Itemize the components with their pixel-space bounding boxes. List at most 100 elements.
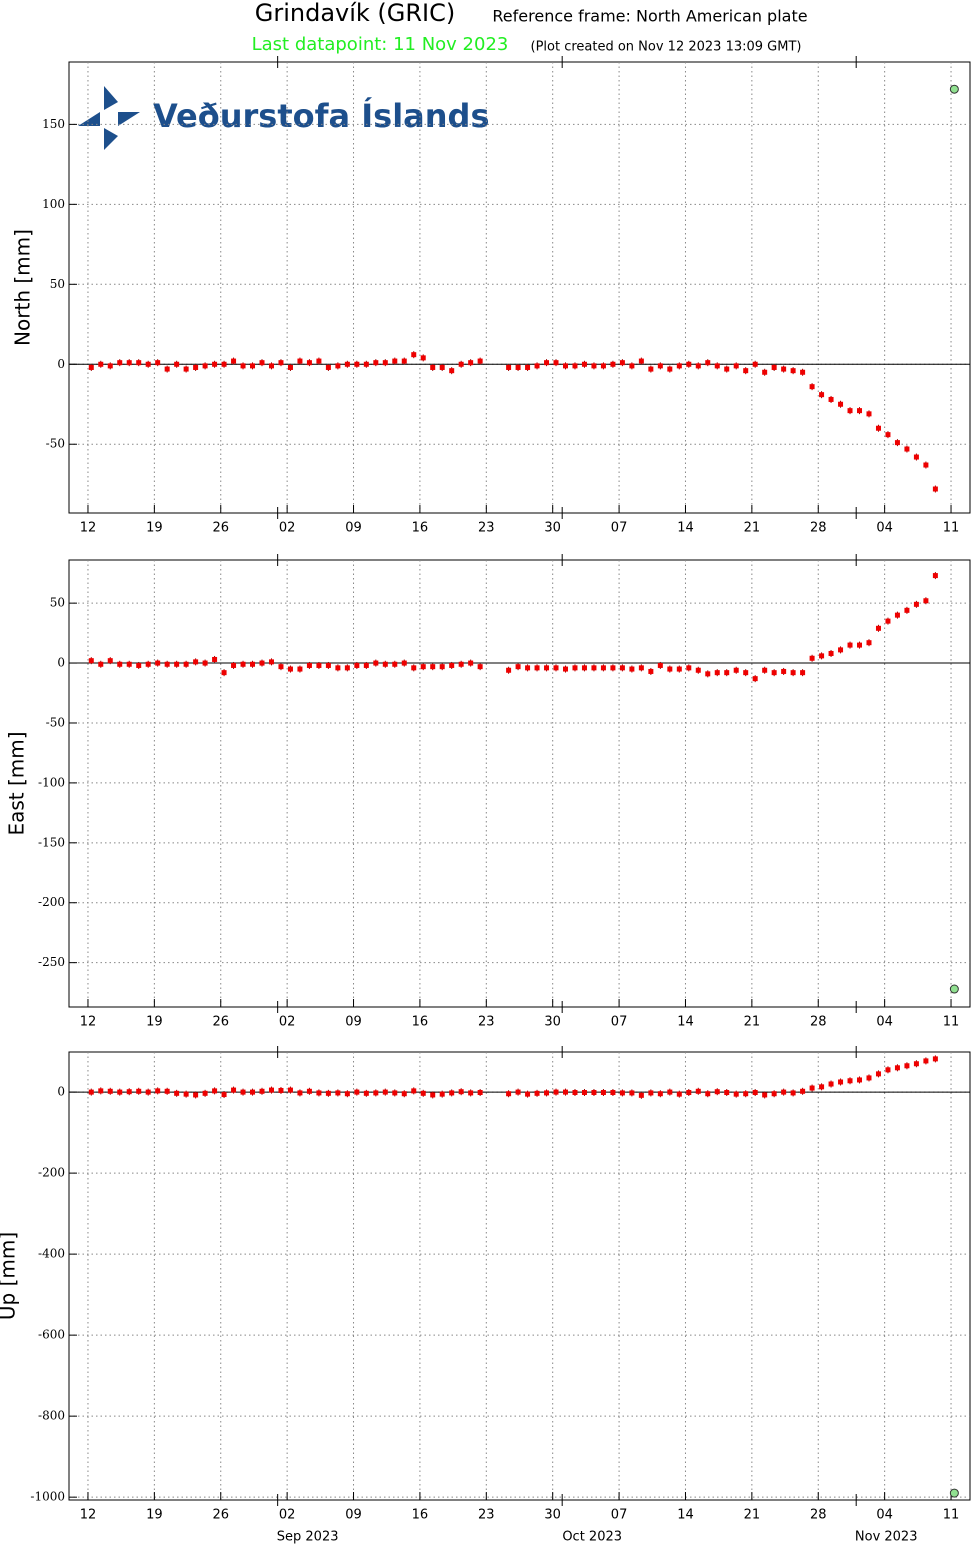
data-point bbox=[705, 360, 711, 366]
data-point bbox=[373, 1090, 379, 1096]
data-point bbox=[534, 665, 540, 671]
data-point bbox=[183, 1091, 189, 1097]
data-point bbox=[193, 364, 199, 370]
x-tick-label: 09 bbox=[345, 1015, 362, 1030]
data-point bbox=[335, 665, 341, 671]
x-tick-label: 19 bbox=[146, 1508, 163, 1523]
data-point bbox=[287, 364, 293, 370]
data-point bbox=[743, 368, 749, 374]
data-point bbox=[458, 1089, 464, 1095]
data-point bbox=[695, 363, 701, 369]
data-point bbox=[174, 661, 180, 667]
data-point bbox=[477, 664, 483, 670]
data-point bbox=[894, 1065, 900, 1071]
data-point bbox=[373, 360, 379, 366]
x-tick-label: 28 bbox=[810, 1508, 827, 1523]
data-point bbox=[781, 366, 787, 372]
data-point bbox=[306, 1088, 312, 1094]
x-tick-label: 30 bbox=[544, 1508, 561, 1523]
data-point bbox=[136, 1088, 142, 1094]
data-point bbox=[581, 361, 587, 367]
data-point bbox=[857, 1077, 863, 1083]
data-point bbox=[562, 363, 568, 369]
x-tick-label: 04 bbox=[876, 1015, 893, 1030]
data-point bbox=[107, 363, 113, 369]
y-tick-label: -200 bbox=[38, 1166, 65, 1180]
x-tick-label: 14 bbox=[677, 1015, 694, 1030]
data-point bbox=[790, 368, 796, 374]
data-point bbox=[752, 361, 758, 367]
data-point bbox=[913, 454, 919, 460]
data-point bbox=[145, 1089, 151, 1095]
y-axis-label: East [mm] bbox=[5, 731, 29, 835]
data-point bbox=[600, 363, 606, 369]
data-point bbox=[354, 662, 360, 668]
data-point bbox=[771, 364, 777, 370]
data-point bbox=[155, 1088, 161, 1094]
data-point bbox=[629, 666, 635, 672]
data-point bbox=[231, 662, 237, 668]
x-tick-label: 23 bbox=[478, 521, 495, 536]
data-point bbox=[790, 1090, 796, 1096]
data-point bbox=[591, 1090, 597, 1096]
data-point bbox=[392, 661, 398, 667]
data-point bbox=[268, 363, 274, 369]
data-point bbox=[411, 665, 417, 671]
y-tick-label: -800 bbox=[38, 1409, 65, 1423]
data-point bbox=[164, 661, 170, 667]
data-point bbox=[866, 640, 872, 646]
data-point bbox=[875, 1071, 881, 1077]
data-point bbox=[430, 1092, 436, 1098]
chart-title: Grindavík (GRIC) bbox=[255, 0, 456, 27]
data-point bbox=[648, 668, 654, 674]
data-point bbox=[894, 440, 900, 446]
data-point bbox=[107, 1088, 113, 1094]
data-point bbox=[306, 662, 312, 668]
x-tick-label: 12 bbox=[80, 1015, 97, 1030]
data-point bbox=[449, 368, 455, 374]
plot-frame bbox=[68, 559, 971, 1008]
x-tick-label: 21 bbox=[744, 521, 761, 536]
data-point bbox=[600, 665, 606, 671]
data-point bbox=[913, 601, 919, 607]
data-point bbox=[515, 364, 521, 370]
data-point bbox=[98, 1088, 104, 1094]
x-tick-label: 19 bbox=[146, 1015, 163, 1030]
data-point bbox=[344, 361, 350, 367]
data-point bbox=[724, 1090, 730, 1096]
x-tick-label: 02 bbox=[279, 521, 296, 536]
x-tick-label: 16 bbox=[412, 521, 429, 536]
y-tick-label: -50 bbox=[46, 437, 65, 451]
data-point bbox=[572, 363, 578, 369]
data-point bbox=[819, 653, 825, 659]
data-point bbox=[164, 366, 170, 372]
data-point bbox=[155, 660, 161, 666]
data-point bbox=[439, 664, 445, 670]
data-point bbox=[117, 360, 123, 366]
data-point bbox=[287, 1087, 293, 1093]
data-point bbox=[420, 664, 426, 670]
data-point bbox=[752, 1090, 758, 1096]
data-point bbox=[762, 369, 768, 375]
data-point bbox=[515, 664, 521, 670]
data-point bbox=[506, 364, 512, 370]
data-point bbox=[562, 666, 568, 672]
data-point bbox=[98, 361, 104, 367]
data-point bbox=[544, 1090, 550, 1096]
data-point bbox=[221, 670, 227, 676]
data-point bbox=[458, 361, 464, 367]
data-point bbox=[875, 625, 881, 631]
data-point bbox=[724, 366, 730, 372]
data-point bbox=[667, 1089, 673, 1095]
x-tick-label: 09 bbox=[345, 521, 362, 536]
data-point bbox=[733, 1091, 739, 1097]
y-tick-label: -1000 bbox=[30, 1490, 65, 1504]
x-tick-label: 04 bbox=[876, 1508, 893, 1523]
data-point bbox=[392, 358, 398, 364]
data-point bbox=[781, 1089, 787, 1095]
data-point bbox=[762, 1092, 768, 1098]
data-point bbox=[316, 662, 322, 668]
data-point bbox=[667, 666, 673, 672]
y-axis-label: Up [mm] bbox=[0, 1232, 20, 1320]
data-point bbox=[686, 361, 692, 367]
